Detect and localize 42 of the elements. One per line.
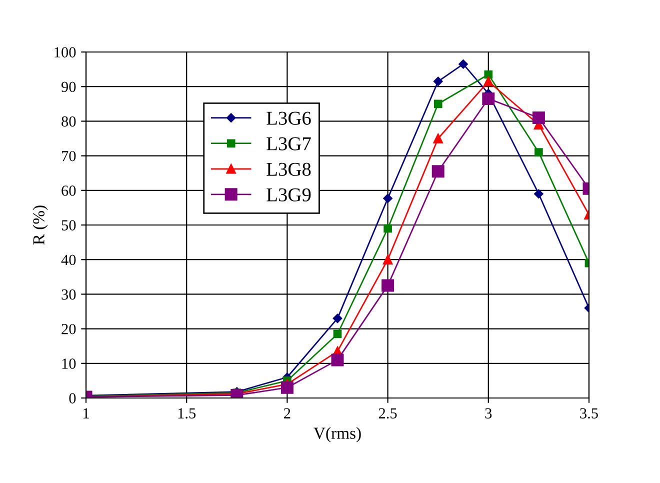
point [382, 279, 394, 292]
point [532, 111, 545, 124]
x-axis-title: V(rms) [314, 427, 361, 442]
y-tick-label: 10 [62, 358, 76, 369]
legend-label: L3G7 [266, 137, 311, 150]
legend-label: L3G6 [266, 112, 311, 125]
y-tick-label: 50 [62, 220, 76, 230]
point [482, 92, 495, 105]
point [383, 194, 392, 203]
point [433, 76, 443, 86]
point [534, 148, 543, 157]
point [484, 70, 493, 79]
x-tick-label: 3.5 [580, 408, 598, 419]
point [332, 314, 342, 324]
point [333, 330, 342, 338]
legend-label: L3G8 [266, 162, 311, 176]
y-tick-label: 70 [62, 150, 76, 162]
y-tick-label: 80 [62, 116, 76, 127]
point [331, 354, 344, 366]
point [433, 134, 443, 144]
point [432, 165, 444, 178]
y-tick-label: 100 [54, 47, 76, 58]
x-tick-label: 1 [84, 408, 89, 418]
point [458, 59, 468, 69]
y-tick-label: 30 [62, 289, 76, 300]
x-tick-label: 3 [485, 408, 492, 418]
point [280, 381, 294, 394]
x-tick-label: 2.5 [378, 408, 397, 419]
point [484, 76, 494, 86]
point [382, 254, 393, 264]
y-tick-label: 20 [62, 324, 76, 334]
point [384, 224, 392, 233]
y-tick-label: 90 [61, 82, 76, 92]
legend-label: L3G9 [266, 188, 311, 202]
x-tick-label: 1.5 [178, 408, 196, 419]
point [534, 189, 544, 198]
y-tick-label: 60 [62, 186, 76, 196]
x-tick-label: 2 [284, 408, 290, 418]
y-tick-label: 0 [69, 393, 76, 404]
y-axis-title: R (%) [32, 206, 48, 245]
y-tick-label: 40 [61, 254, 76, 266]
point [434, 100, 442, 108]
